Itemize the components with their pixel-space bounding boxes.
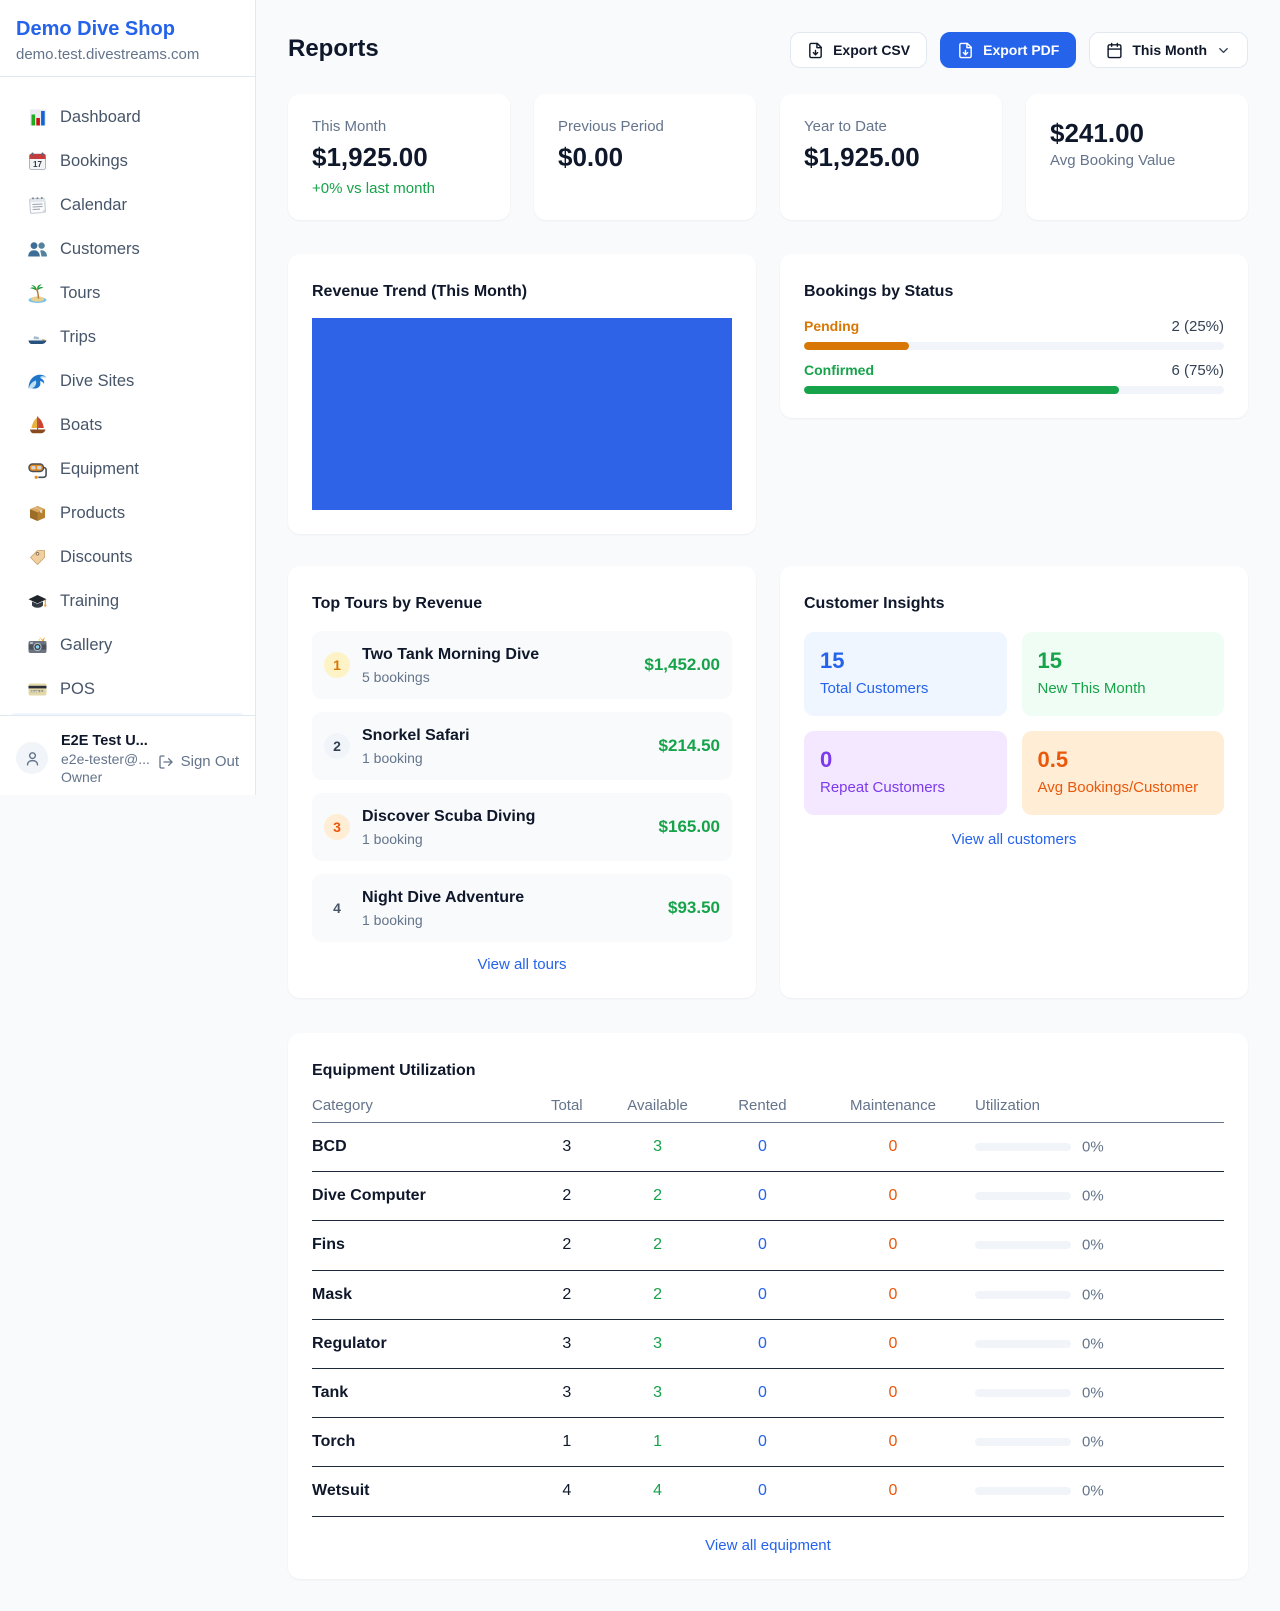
svg-text:1234 5678: 1234 5678	[31, 689, 44, 693]
svg-text:17: 17	[33, 160, 42, 169]
